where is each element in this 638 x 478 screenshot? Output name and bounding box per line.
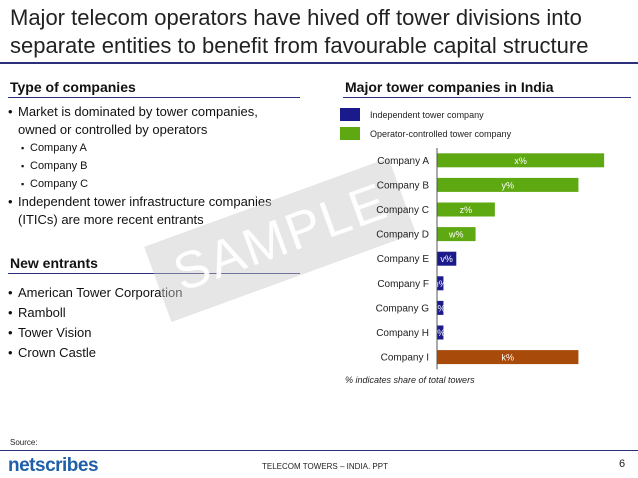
category-label: Company D bbox=[376, 230, 429, 241]
bar bbox=[437, 300, 444, 315]
chart-note: % indicates share of total towers bbox=[345, 375, 475, 385]
category-label: Company H bbox=[376, 328, 429, 339]
new-entrants-heading: New entrants bbox=[10, 255, 98, 271]
data-label: w% bbox=[448, 230, 464, 240]
data-label: x% bbox=[514, 156, 527, 166]
tower-companies-heading: Major tower companies in India bbox=[345, 79, 554, 95]
list-item: American Tower Corporation bbox=[8, 283, 183, 303]
list-item: Company C bbox=[8, 175, 298, 193]
legend-swatch-independent bbox=[340, 108, 360, 121]
legend-swatch-operator bbox=[340, 127, 360, 140]
category-label: Company B bbox=[377, 180, 430, 191]
data-label: t% bbox=[435, 303, 446, 313]
tower-share-bar-chart: Company A x% Company B y% Company C z% Company… bbox=[376, 148, 605, 370]
footer-title: TELECOM TOWERS – INDIA. PPT bbox=[262, 462, 388, 471]
category-label: Company E bbox=[377, 254, 430, 265]
list-item: Ramboll bbox=[8, 303, 66, 323]
bar bbox=[437, 202, 495, 217]
category-label: Company F bbox=[377, 279, 429, 290]
bar bbox=[437, 251, 457, 266]
legend-label-independent: Independent tower company bbox=[370, 110, 484, 120]
bar bbox=[437, 276, 444, 291]
legend-label-operator: Operator-controlled tower company bbox=[370, 129, 512, 139]
category-label: Company C bbox=[376, 205, 429, 216]
data-label: z% bbox=[460, 205, 473, 215]
category-label: Company I bbox=[381, 353, 429, 364]
company-types-list: Market is dominated by tower companies, … bbox=[8, 103, 298, 229]
category-label: Company G bbox=[376, 303, 430, 314]
types-heading: Type of companies bbox=[10, 79, 136, 95]
bullet-itics: Independent tower infrastructure compani… bbox=[8, 193, 298, 229]
title-divider bbox=[0, 62, 638, 64]
source-label: Source: bbox=[10, 438, 38, 447]
data-label: u% bbox=[434, 279, 447, 289]
list-item: Company A bbox=[8, 139, 298, 157]
bar bbox=[437, 227, 476, 242]
bullet-operator-owned: Market is dominated by tower companies, … bbox=[8, 103, 298, 139]
list-item: Company B bbox=[8, 157, 298, 175]
data-label: k% bbox=[501, 353, 514, 363]
list-item: Tower Vision bbox=[8, 323, 91, 343]
data-label: j% bbox=[434, 328, 445, 338]
footer-divider bbox=[0, 450, 638, 451]
types-heading-rule bbox=[8, 97, 300, 98]
bar bbox=[437, 350, 579, 365]
netscribes-logo: netscribes bbox=[8, 455, 99, 476]
tower-companies-rule bbox=[343, 97, 631, 98]
category-label: Company A bbox=[377, 156, 429, 167]
new-entrants-rule bbox=[8, 273, 300, 274]
data-label: y% bbox=[501, 180, 514, 190]
bar bbox=[437, 325, 444, 340]
list-item: Crown Castle bbox=[8, 343, 96, 363]
bar bbox=[437, 177, 579, 192]
bar bbox=[437, 153, 605, 168]
page-title: Major telecom operators have hived off t… bbox=[10, 5, 589, 58]
page-number: 6 bbox=[619, 458, 626, 470]
data-label: v% bbox=[440, 254, 453, 264]
